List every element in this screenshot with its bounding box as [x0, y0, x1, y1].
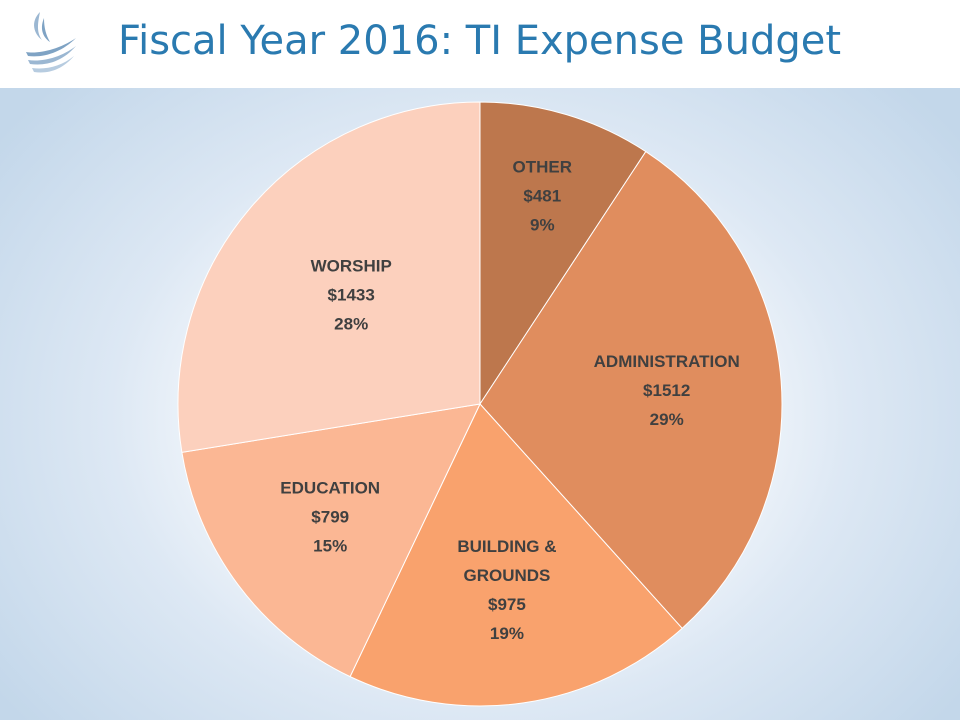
chart-area: OTHER $481 9% ADMINISTRATION $1512 29% BUILDIN… — [0, 88, 960, 720]
pie-slice-other — [479, 101, 647, 406]
pie-chart: OTHER $481 9% ADMINISTRATION $1512 29% BUILDIN… — [177, 101, 783, 707]
data-label-education: EDUCATION $799 15% — [280, 478, 380, 555]
data-label-other: OTHER $481 9% — [513, 158, 573, 235]
pie-slice-building-grounds — [349, 403, 683, 707]
flame-logo-icon — [26, 12, 76, 73]
slide-header: Fiscal Year 2016: TI Expense Budget — [0, 0, 960, 88]
pie-labels: OTHER $481 9% ADMINISTRATION $1512 29% BUILDIN… — [280, 158, 739, 643]
pie-slice-worship — [177, 101, 481, 453]
data-label-administration: ADMINISTRATION $1512 29% — [594, 352, 740, 429]
pie-slices — [177, 101, 783, 707]
data-label-building-grounds: BUILDING & GROUNDS $975 19% — [457, 537, 556, 643]
pie-slice-education — [181, 403, 481, 678]
data-label-worship: WORSHIP $1433 28% — [311, 256, 392, 333]
pie-slice-administration — [479, 150, 783, 630]
page-title: Fiscal Year 2016: TI Expense Budget — [118, 18, 842, 64]
